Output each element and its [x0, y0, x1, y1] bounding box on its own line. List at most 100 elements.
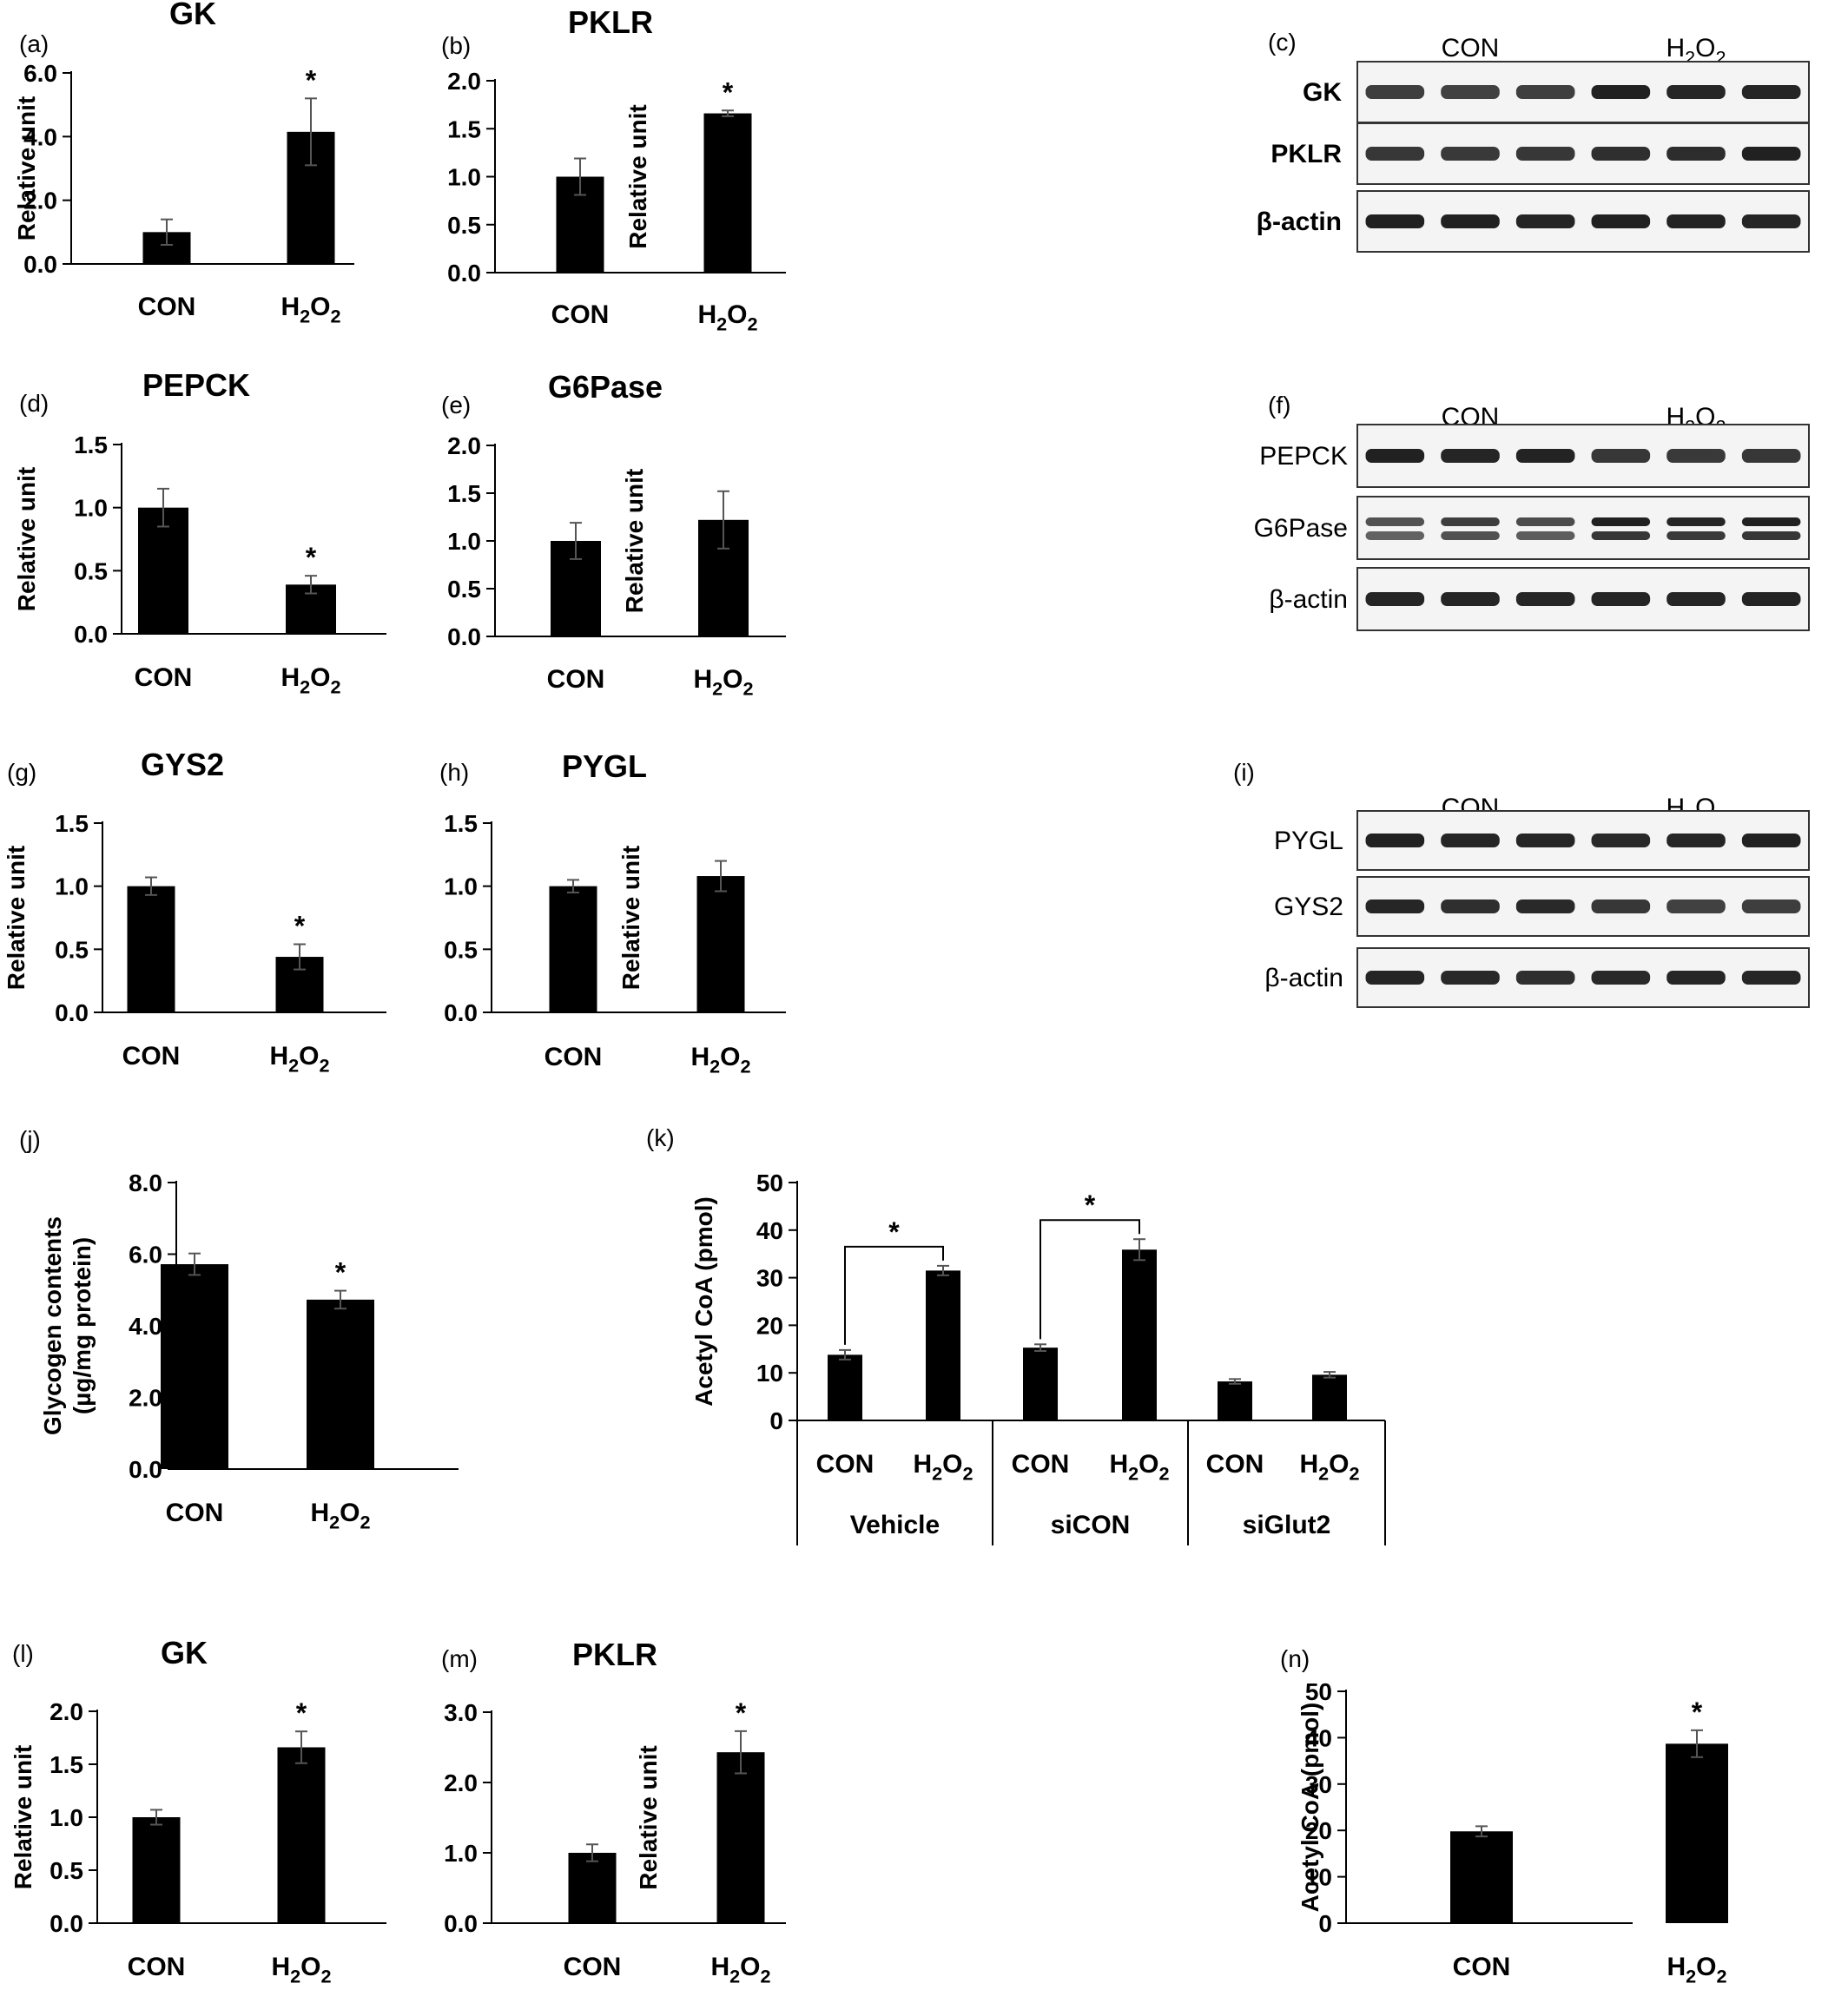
blot-frame	[1356, 190, 1810, 253]
category-label: CON	[1206, 1450, 1264, 1479]
y-tick-label: 1.0	[447, 164, 481, 191]
bar	[568, 1853, 617, 1923]
blot-band	[1515, 147, 1575, 161]
category-label: CON	[1012, 1450, 1070, 1479]
y-axis-label: Acetyl CoA (pmol)	[1297, 1703, 1323, 1913]
y-tick-label: 4.0	[23, 123, 57, 150]
subscript: 2	[331, 675, 341, 697]
formula-part: H	[271, 1953, 290, 1981]
y-tick-label: 2.0	[447, 68, 481, 95]
blot-band	[1741, 531, 1801, 540]
y-tick-label: 1.0	[444, 1840, 478, 1867]
panel-label: (h)	[439, 759, 469, 786]
y-axis-label: Relative unit	[13, 96, 40, 241]
blot-frame	[1356, 567, 1810, 631]
category-label: H2O2	[1109, 1450, 1169, 1484]
bar	[1023, 1348, 1058, 1420]
significance-mark: *	[306, 64, 317, 96]
bar	[1666, 1743, 1728, 1923]
y-tick-label: 1.5	[74, 432, 108, 458]
blot-band	[1666, 147, 1726, 161]
y-tick-label: 1.5	[447, 115, 481, 142]
chart-title: GYS2	[141, 747, 224, 782]
blot-band	[1515, 592, 1575, 606]
blot-frame	[1356, 947, 1810, 1008]
blot-band	[1441, 147, 1500, 161]
bar	[716, 1752, 765, 1923]
y-axis-label: Relative unit	[621, 469, 648, 613]
bar	[307, 1299, 374, 1469]
y-tick-label: 0.5	[444, 936, 478, 963]
blot-band	[1365, 147, 1425, 161]
group-label: siCON	[1051, 1511, 1131, 1539]
bar	[161, 1264, 228, 1469]
category-label: H2O2	[280, 663, 340, 697]
y-tick-label: 0	[1318, 1910, 1332, 1937]
significance-mark: *	[294, 911, 306, 942]
y-tick-label: 0.0	[74, 621, 108, 648]
blot-band	[1741, 899, 1801, 913]
y-tick-label: 50	[1305, 1678, 1332, 1705]
y-axis-label: Relative unit	[635, 1745, 662, 1889]
blot-band	[1365, 85, 1425, 99]
subscript: 2	[743, 677, 754, 699]
y-tick-label: 20	[756, 1312, 783, 1339]
blot-band	[1666, 971, 1726, 985]
formula-part: H	[693, 665, 712, 694]
bar	[1122, 1249, 1157, 1420]
y-tick-label: 50	[756, 1170, 783, 1196]
group-label: siGlut2	[1243, 1511, 1331, 1539]
blot-band	[1666, 899, 1726, 913]
y-tick-label: 2.0	[444, 1769, 478, 1796]
significance-mark: *	[1692, 1697, 1703, 1728]
blot-band	[1591, 147, 1651, 161]
blot-band	[1365, 899, 1425, 913]
blot-band	[1666, 834, 1726, 847]
formula-part: H	[1666, 34, 1685, 63]
y-tick-label: 0.0	[444, 999, 478, 1026]
category-label: H2O2	[913, 1450, 973, 1484]
formula-part: H	[1666, 1953, 1686, 1981]
panel-label: (i)	[1233, 759, 1255, 786]
subscript: 2	[741, 1055, 751, 1077]
category-label: CON	[166, 1499, 224, 1527]
y-tick-label: 6.0	[129, 1242, 162, 1268]
panel-label: (g)	[7, 759, 36, 786]
y-tick-label: 20	[1305, 1817, 1332, 1844]
blot-band	[1441, 834, 1500, 847]
panel-label: (b)	[441, 32, 471, 59]
y-tick-label: 40	[1305, 1724, 1332, 1751]
blot-row-label: β-actin	[1269, 585, 1348, 614]
formula-part: O	[1695, 34, 1715, 63]
formula-part: H	[280, 293, 300, 321]
chart-title: GK	[161, 1635, 208, 1670]
subscript: 2	[288, 1054, 299, 1076]
chart-title: PKLR	[572, 1637, 657, 1672]
bar	[132, 1817, 181, 1923]
category-label: CON	[1453, 1953, 1511, 1981]
blot-band	[1591, 592, 1651, 606]
subscript: 2	[1350, 1462, 1360, 1484]
blot-panel-i: (i)CONH2O2PYGLGYS2β-actin	[1233, 759, 1810, 1008]
y-tick-label: 1.0	[447, 528, 481, 555]
category-label: H2O2	[710, 1953, 770, 1987]
y-tick-label: 0.0	[447, 260, 481, 287]
blot-band	[1591, 834, 1651, 847]
y-axis-label: Relative unit	[3, 846, 30, 990]
category-label: H2O2	[271, 1953, 331, 1987]
panel-label: (l)	[12, 1640, 34, 1667]
y-axis-label: Acetyl CoA (pmol)	[690, 1196, 717, 1407]
bar	[1312, 1374, 1347, 1420]
blot-row-label: PEPCK	[1259, 442, 1348, 471]
subscript: 2	[761, 1965, 771, 1987]
formula-part: O	[723, 665, 742, 694]
blot-band	[1515, 517, 1575, 526]
significance-mark: *	[723, 76, 734, 108]
y-tick-label: 6.0	[23, 60, 57, 87]
bar	[696, 876, 745, 1012]
chart-panel-j: (j) 0.0 2.0 4.0 6.0 8.0 Glycogen contents (µg/m…	[19, 1126, 459, 1532]
panel-label: (a)	[19, 30, 49, 57]
y-tick-label: 2.0	[50, 1698, 83, 1725]
